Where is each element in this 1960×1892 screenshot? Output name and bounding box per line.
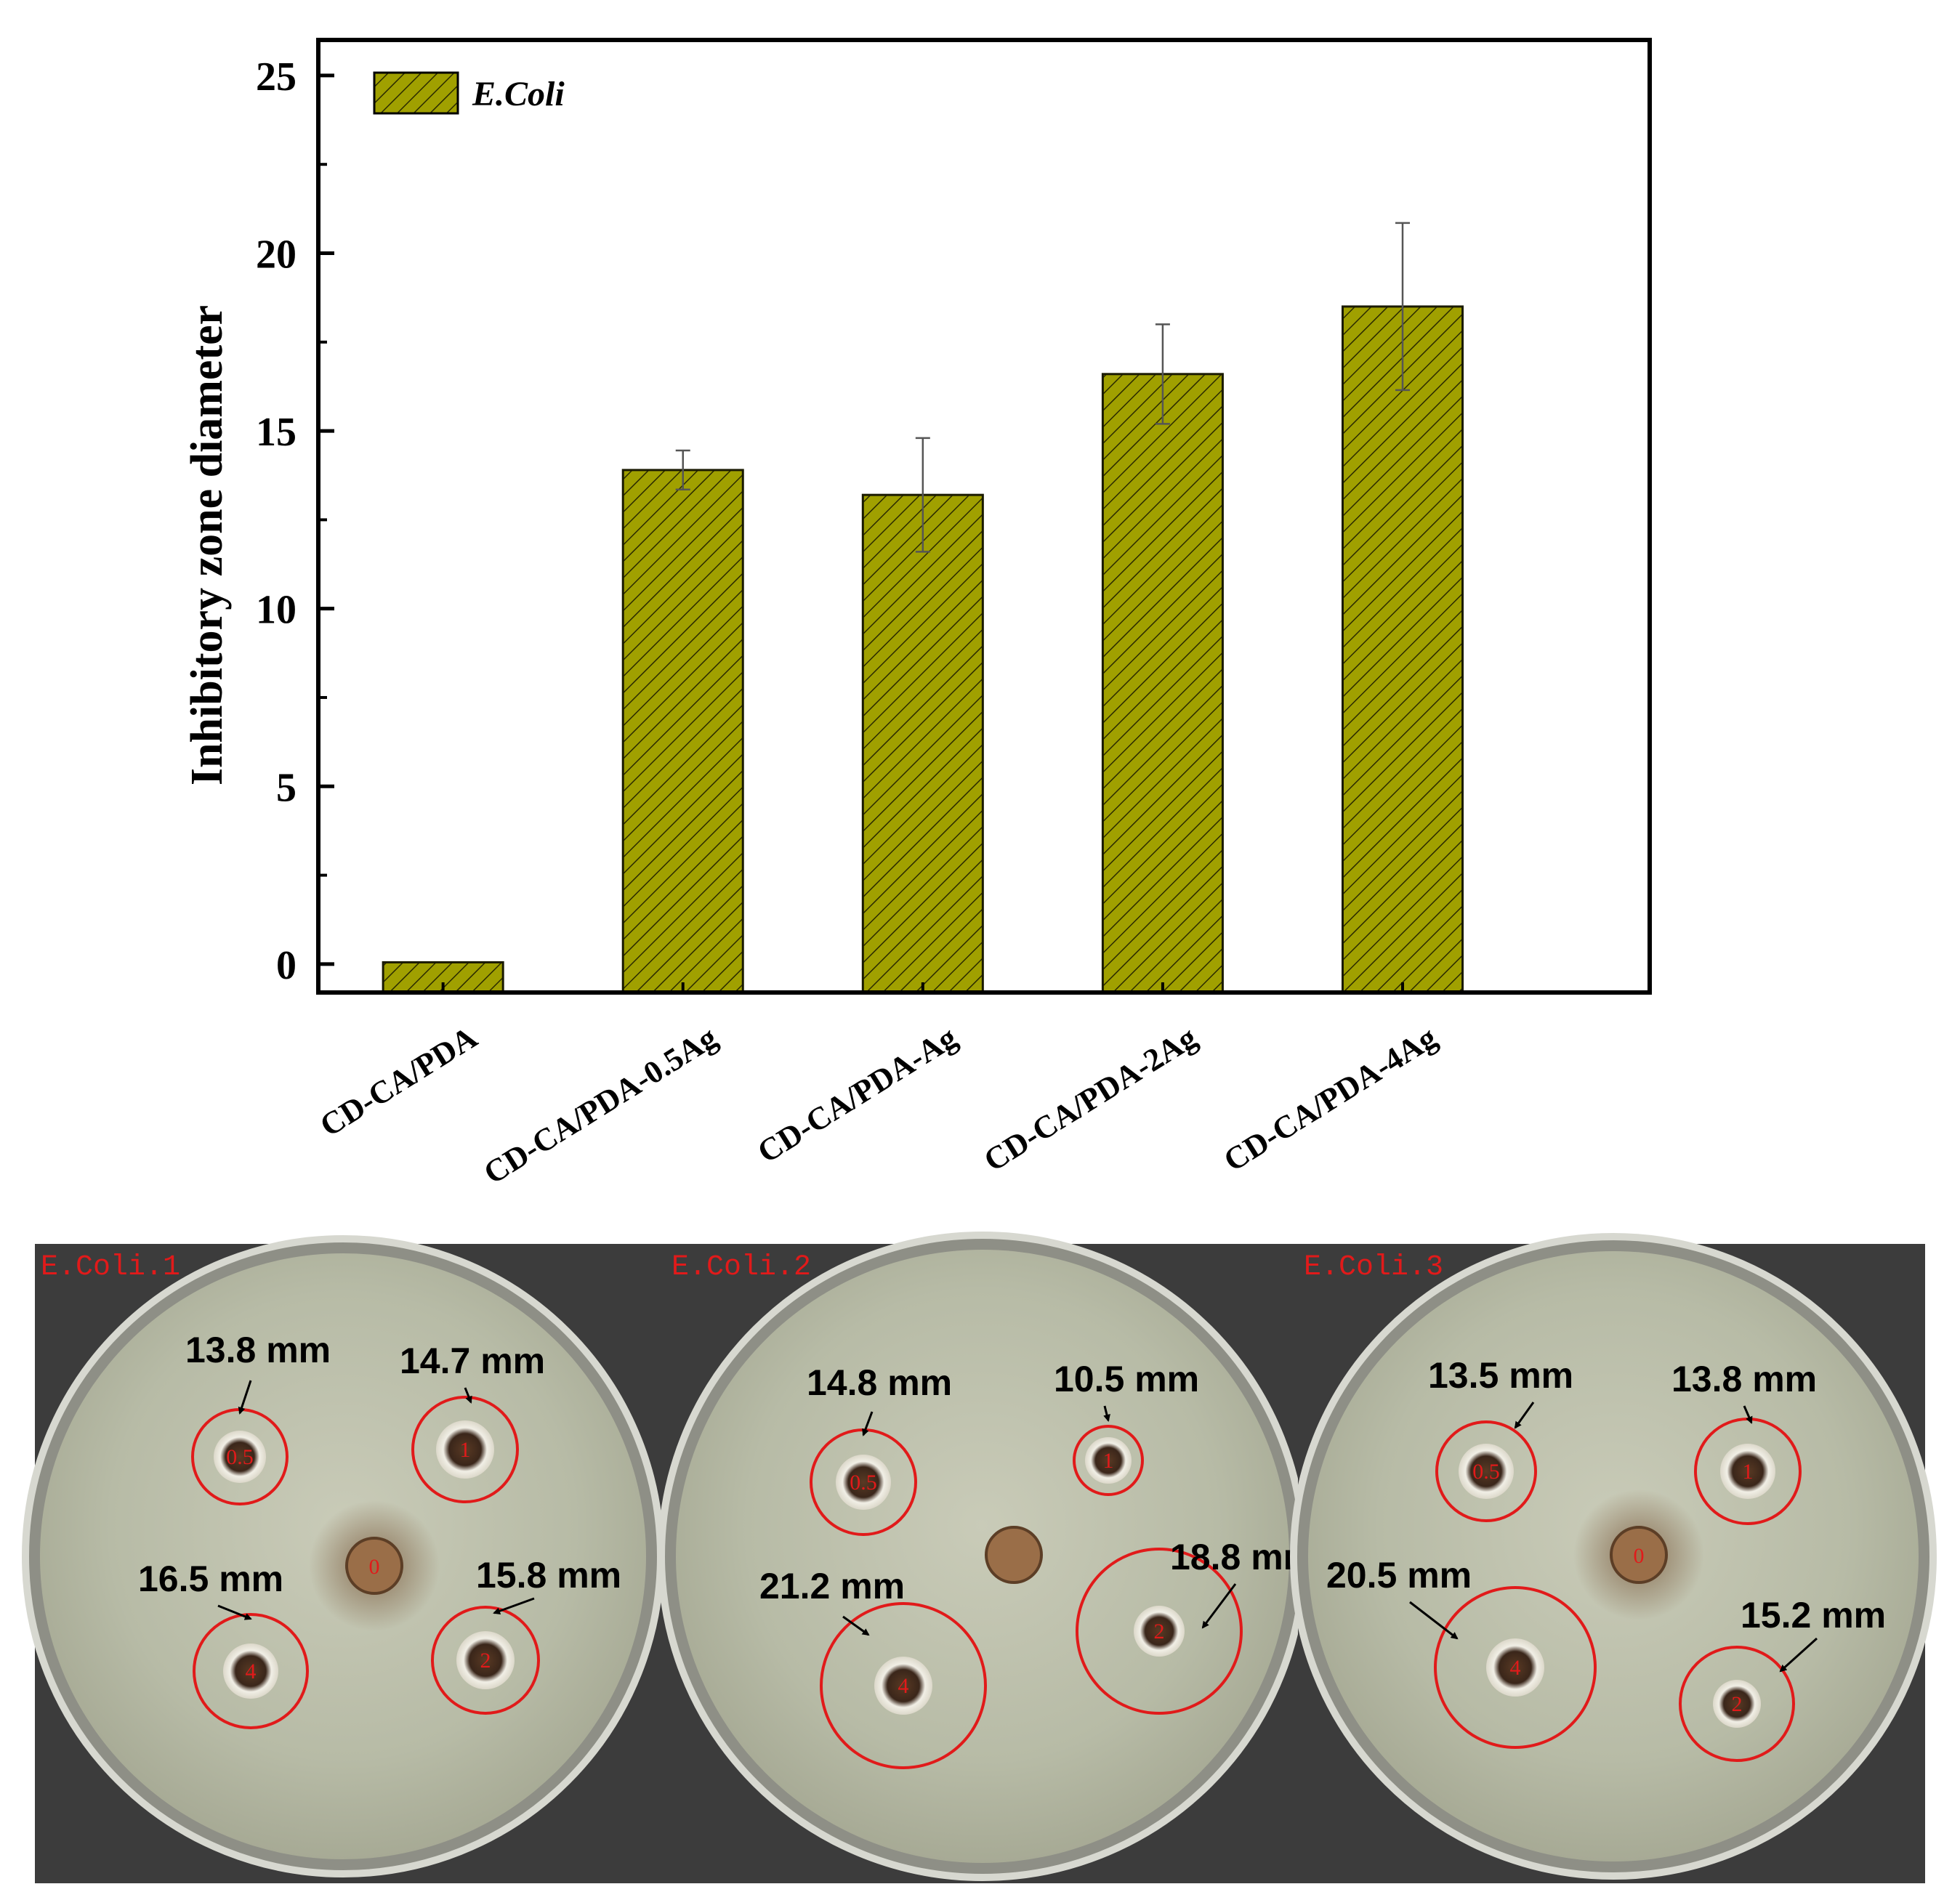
sample-disk-label: 0.5 (1472, 1460, 1500, 1484)
legend: E.Coli (373, 71, 565, 115)
control-disk (985, 1526, 1043, 1584)
sample-disk (223, 1644, 278, 1699)
petri-dish-panels: 0 0.5 13.8 mm 1 14.7 mm 4 16.5 mm 2 15.8 mm E.Col… (22, 1232, 1937, 1883)
inhibition-zone-circle (411, 1396, 519, 1503)
legend-swatch (373, 71, 459, 115)
zone-measurement-label: 15.2 mm (1741, 1595, 1886, 1636)
plate-label: E.Coli.2 (672, 1251, 811, 1284)
bar-CD-CA/PDA-Ag (861, 493, 984, 994)
measurement-arrow (464, 1387, 472, 1404)
control-disk (1610, 1526, 1668, 1584)
sample-disk (1085, 1437, 1132, 1484)
zone-measurement-label: 13.5 mm (1428, 1355, 1573, 1396)
sample-disk-label: 2 (1732, 1692, 1743, 1716)
plate-label: E.Coli.3 (1304, 1251, 1443, 1284)
inhibition-zone-circle (1434, 1586, 1597, 1749)
error-bar-CD-CA/PDA-Ag (915, 437, 930, 553)
x-category-label: CD-CA/PDA-Ag (751, 1019, 963, 1170)
plate-panel-3: 0 0.5 13.5 mm 1 13.8 mm 4 20.5 mm 2 15.2 mm E.Col… (1290, 1233, 1937, 1883)
sample-disk-label: 4 (246, 1659, 257, 1683)
measurement-arrow (493, 1597, 535, 1614)
error-bars-layer (675, 222, 1411, 553)
zone-measurement-label: 16.5 mm (138, 1559, 283, 1599)
measurement-arrow (862, 1411, 874, 1436)
y-tick-label: 5 (276, 765, 297, 810)
x-category-label: CD-CA/PDA-4Ag (1217, 1019, 1443, 1179)
measurement-arrow (842, 1615, 870, 1636)
inhibition-zone-circle (1076, 1548, 1243, 1715)
zone-measurement-label: 13.8 mm (185, 1330, 331, 1370)
zone-measurement-label: 10.5 mm (1054, 1359, 1199, 1399)
y-tick-label: 20 (256, 233, 297, 278)
inhibition-zone-circle (431, 1606, 540, 1715)
sample-disk-label: 1 (460, 1438, 471, 1462)
y-tick-label: 0 (276, 943, 297, 988)
sample-disk (1720, 1444, 1775, 1499)
x-category-label: CD-CA/PDA-2Ag (977, 1019, 1203, 1179)
error-bar-CD-CA/PDA-2Ag (1155, 323, 1170, 425)
zone-measurement-label: 13.8 mm (1671, 1359, 1817, 1399)
error-bar-CD-CA/PDA-0.5Ag (675, 449, 690, 491)
error-bar-CD-CA/PDA-4Ag (1395, 222, 1411, 392)
bar-CD-CA/PDA-4Ag (1341, 305, 1464, 994)
y-tick-label: 15 (256, 410, 297, 455)
control-disk (345, 1537, 403, 1595)
sample-disk (1134, 1606, 1185, 1657)
measurement-arrow (1743, 1405, 1753, 1424)
plate-label: E.Coli.1 (41, 1251, 180, 1284)
x-category-label: CD-CA/PDA (314, 1019, 483, 1144)
sample-disk-label: 2 (1154, 1620, 1165, 1644)
measurement-arrow (1779, 1637, 1818, 1673)
inhibition-zone-circle (1073, 1425, 1144, 1496)
sample-disk-label: 4 (1510, 1656, 1521, 1680)
sample-disk (456, 1631, 515, 1689)
legend-label: E.Coli (472, 75, 565, 113)
sample-disk-label: 1 (1103, 1449, 1114, 1473)
plate-panel-1: 0 0.5 13.8 mm 1 14.7 mm 4 16.5 mm 2 15.8 mm E.Col… (22, 1235, 666, 1883)
sample-disk-label: 0.5 (850, 1471, 877, 1495)
measurement-arrow (1103, 1405, 1110, 1422)
y-tick-label: 25 (256, 54, 297, 100)
zone-measurement-label: 20.5 mm (1326, 1555, 1472, 1596)
bar-CD-CA/PDA-0.5Ag (621, 469, 744, 994)
zone-measurement-label: 21.2 mm (759, 1566, 905, 1606)
plot-frame (316, 38, 1652, 995)
control-disk-label: 0 (1634, 1544, 1645, 1568)
measurement-arrow (217, 1604, 252, 1620)
measurement-arrow (238, 1380, 252, 1415)
sample-disk (874, 1657, 932, 1715)
inhibition-zone-circle (1679, 1646, 1795, 1762)
sample-disk-label: 0.5 (226, 1445, 254, 1469)
measurement-arrow (1409, 1601, 1459, 1640)
sample-disk-label: 4 (898, 1674, 909, 1698)
sample-disk (214, 1431, 266, 1483)
measurement-arrow (1514, 1402, 1535, 1429)
measurement-arrow (1201, 1583, 1237, 1629)
sample-disk-label: 2 (480, 1649, 491, 1673)
bar-CD-CA/PDA-2Ag (1101, 373, 1224, 994)
x-category-label: CD-CA/PDA-0.5Ag (477, 1019, 723, 1191)
sample-disk (1713, 1680, 1761, 1728)
sample-disk (1486, 1638, 1544, 1697)
y-axis-title: Inhibitory zone diameter (182, 305, 232, 785)
sample-disk-label: 1 (1743, 1460, 1754, 1484)
y-tick-label: 10 (256, 588, 297, 633)
sample-disk (1459, 1444, 1514, 1499)
zone-measurement-label: 14.7 mm (400, 1341, 545, 1381)
y-axis-ticks: 0 5 10 15 20 25 (256, 54, 334, 988)
zone-measurement-label: 15.8 mm (476, 1555, 621, 1596)
sample-disk (836, 1455, 891, 1510)
inhibition-zone-circle (1435, 1420, 1537, 1522)
zone-measurement-label: 14.8 mm (807, 1362, 952, 1403)
sample-disk (436, 1420, 494, 1479)
control-disk-label: 0 (369, 1555, 380, 1579)
inhibition-zone-circle (820, 1602, 987, 1769)
bars-layer (382, 305, 1464, 994)
